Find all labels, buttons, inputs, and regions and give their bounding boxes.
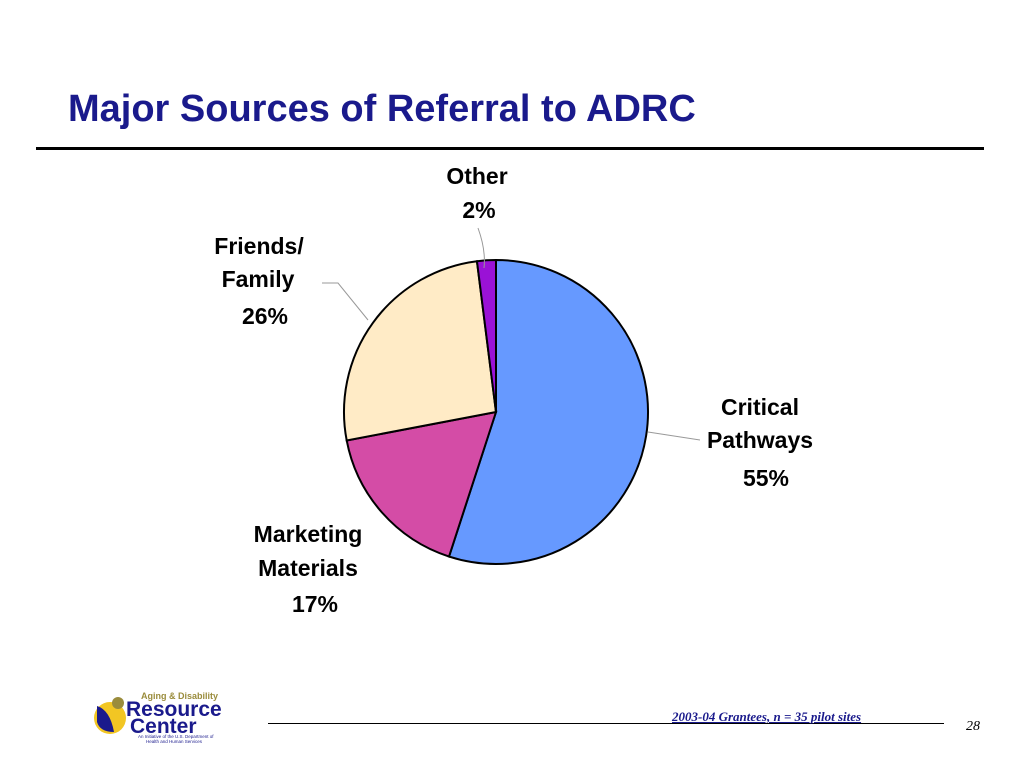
logo-dot-shape xyxy=(112,697,124,709)
pie-chart: Critical Pathways 55% Marketing Material… xyxy=(214,163,813,617)
slice-label-friends-family-line2: Family xyxy=(222,266,295,292)
logo-line1: Aging & Disability xyxy=(141,691,218,701)
leader-line-friends-family xyxy=(322,282,369,321)
logo-swoosh-shape xyxy=(97,706,114,732)
slice-label-critical-pathways-line2: Pathways xyxy=(707,427,813,453)
slice-label-other: Other xyxy=(446,163,507,189)
pie-slice-other xyxy=(475,258,497,413)
footnote: 2003-04 Grantees, n = 35 pilot sites xyxy=(672,709,862,724)
pie-slice-marketing-materials xyxy=(345,410,498,558)
pie-slice-friends-family xyxy=(343,260,498,442)
logo-line2: Resource xyxy=(126,698,222,721)
slice-label-critical-pathways-line1: Critical xyxy=(721,394,799,420)
pie-slices xyxy=(343,258,649,565)
slice-percent-other: 2% xyxy=(462,197,495,223)
footer-rule xyxy=(268,723,944,724)
adrc-logo: Aging & Disability Resource Center An In… xyxy=(94,691,222,744)
logo-line3: Center xyxy=(130,715,197,738)
leader-line-other xyxy=(477,227,485,269)
logo-tagline2: Health and Human Services xyxy=(146,739,203,744)
slice-label-friends-family-line1: Friends/ xyxy=(214,233,304,259)
leader-lines xyxy=(322,227,701,441)
pie-slice-critical-pathways xyxy=(447,258,649,565)
slice-label-marketing-materials-line1: Marketing xyxy=(254,521,363,547)
slice-label-marketing-materials-line2: Materials xyxy=(258,555,358,581)
page-number: 28 xyxy=(966,719,980,734)
title-underline xyxy=(36,147,984,150)
logo-tagline1: An Initiative of the U.S. Department of xyxy=(138,734,214,739)
slice-percent-marketing-materials: 17% xyxy=(292,591,338,617)
slice-percent-friends-family: 26% xyxy=(242,303,288,329)
leader-line-critical-pathways xyxy=(647,431,701,441)
slide-title: Major Sources of Referral to ADRC xyxy=(68,88,696,130)
slice-percent-critical-pathways: 55% xyxy=(743,465,789,491)
